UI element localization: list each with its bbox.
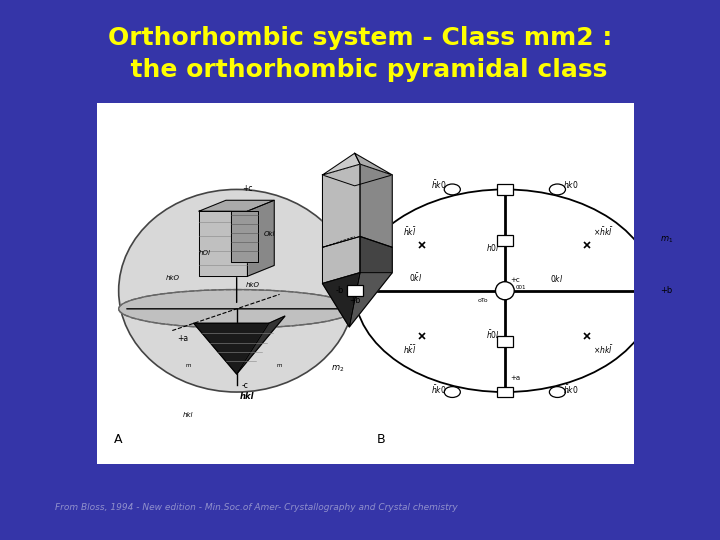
Circle shape xyxy=(549,387,565,397)
Polygon shape xyxy=(323,164,360,247)
Polygon shape xyxy=(323,237,360,284)
Text: $m_2$: $m_2$ xyxy=(330,363,344,374)
Text: hkO: hkO xyxy=(246,282,260,288)
Bar xyxy=(647,285,663,296)
Text: $\bar{h}k0$: $\bar{h}k0$ xyxy=(563,383,578,396)
Text: m: m xyxy=(186,363,191,368)
Polygon shape xyxy=(355,153,392,175)
Polygon shape xyxy=(237,316,285,374)
Text: +c: +c xyxy=(510,278,520,284)
Text: Okl: Okl xyxy=(264,232,275,238)
Text: $\times hk\bar{l}$: $\times hk\bar{l}$ xyxy=(593,343,613,356)
Text: $\bar{h}k0$: $\bar{h}k0$ xyxy=(431,179,447,191)
Text: $\bar{h}k0$: $\bar{h}k0$ xyxy=(431,383,447,396)
Text: $\bar{h}0l$: $\bar{h}0l$ xyxy=(486,328,500,341)
Polygon shape xyxy=(323,273,360,327)
Text: +b: +b xyxy=(660,286,672,295)
Text: $\bar{h}k\bar{l}$: $\bar{h}k\bar{l}$ xyxy=(403,225,417,238)
Text: From Bloss, 1994 - New edition - Min.Soc.of Amer- Crystallography and Crystal ch: From Bloss, 1994 - New edition - Min.Soc… xyxy=(55,503,458,512)
Text: $0\bar{k}l$: $0\bar{k}l$ xyxy=(409,271,422,284)
Polygon shape xyxy=(360,237,392,273)
Text: $0kl$: $0kl$ xyxy=(550,273,563,284)
Ellipse shape xyxy=(495,282,514,300)
Polygon shape xyxy=(349,273,392,327)
Text: +c: +c xyxy=(242,184,253,193)
Polygon shape xyxy=(231,211,258,262)
Text: A: A xyxy=(114,433,123,446)
Polygon shape xyxy=(323,164,392,186)
Polygon shape xyxy=(199,200,274,211)
Circle shape xyxy=(355,190,655,392)
Ellipse shape xyxy=(119,190,355,392)
Polygon shape xyxy=(248,200,274,276)
Text: hOl: hOl xyxy=(199,249,210,255)
Text: m: m xyxy=(276,363,282,368)
Text: oTo: oTo xyxy=(478,298,489,303)
Text: 001: 001 xyxy=(516,285,526,289)
Bar xyxy=(497,184,513,195)
Bar xyxy=(497,336,513,347)
Text: $m_1$: $m_1$ xyxy=(660,235,674,245)
Circle shape xyxy=(444,387,460,397)
Bar xyxy=(497,235,513,246)
Text: $h0l$: $h0l$ xyxy=(486,242,500,253)
Circle shape xyxy=(549,184,565,195)
Text: 001: 001 xyxy=(248,202,259,207)
Ellipse shape xyxy=(119,289,355,328)
Polygon shape xyxy=(194,323,269,374)
Text: hkl: hkl xyxy=(183,413,194,418)
Text: $h\bar{k}\bar{l}$: $h\bar{k}\bar{l}$ xyxy=(403,343,417,356)
Bar xyxy=(497,387,513,397)
Text: -c: -c xyxy=(242,381,249,390)
Text: hkO: hkO xyxy=(166,275,179,281)
Text: +a: +a xyxy=(510,375,521,381)
Polygon shape xyxy=(360,164,392,247)
Bar xyxy=(346,285,363,296)
Text: hkl: hkl xyxy=(240,392,255,401)
Polygon shape xyxy=(199,211,248,276)
Circle shape xyxy=(444,184,460,195)
Bar xyxy=(97,103,634,464)
Polygon shape xyxy=(323,153,360,175)
Text: B: B xyxy=(377,433,386,446)
Text: Orthorhombic system - Class mm2 :: Orthorhombic system - Class mm2 : xyxy=(108,26,612,50)
Text: +b: +b xyxy=(349,296,361,305)
Text: the orthorhombic pyramidal class: the orthorhombic pyramidal class xyxy=(113,58,607,82)
Text: $\times \bar{h}k\bar{l}$: $\times \bar{h}k\bar{l}$ xyxy=(593,225,613,238)
Text: $hk0$: $hk0$ xyxy=(563,179,578,190)
Text: -a: -a xyxy=(501,182,509,191)
Text: -b: -b xyxy=(336,286,344,295)
Text: +a: +a xyxy=(178,334,189,343)
